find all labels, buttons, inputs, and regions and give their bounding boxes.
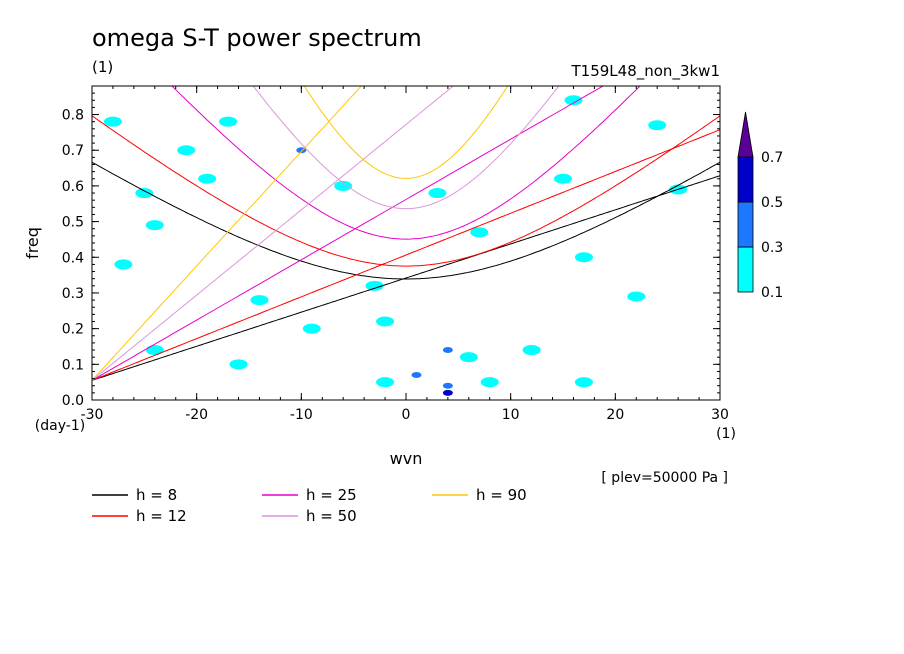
y-tick-label: 0.4 [62, 250, 84, 266]
legend-label: h = 12 [136, 507, 187, 525]
contour-patch [459, 352, 478, 363]
contour-patch [428, 188, 447, 199]
contour-patch [376, 377, 395, 388]
series-line [303, 86, 509, 179]
contour-patch [103, 116, 122, 127]
series-line [92, 86, 455, 381]
contour-patch [250, 295, 269, 306]
y-tick-label: 0.7 [62, 143, 84, 159]
y-tick-label: 0.3 [62, 286, 84, 302]
x-axis-unit: (1) [716, 426, 736, 442]
series-line [92, 129, 720, 381]
y-tick-label: 0.5 [62, 215, 84, 231]
y-axis-label: freq [23, 227, 42, 259]
x-tick-label: 20 [606, 407, 624, 423]
x-tick-label: -30 [81, 407, 104, 423]
contour-patch [376, 316, 395, 327]
shaded-contours [103, 95, 688, 396]
contour-patch [574, 377, 593, 388]
contour-patch [177, 145, 196, 156]
contour-patch [470, 227, 489, 238]
pressure-level-annotation: [ plev=50000 Pa ] [601, 470, 728, 486]
colorbar: 0.1 0.3 0.5 0.7 [737, 111, 783, 301]
contour-patch [554, 173, 572, 184]
series-line [92, 86, 604, 381]
contour-patch [302, 323, 321, 334]
x-tick-label: 30 [711, 407, 729, 423]
contour-patch [145, 345, 164, 356]
contour-patch [648, 120, 667, 131]
series-line [252, 86, 560, 210]
legend-label: h = 8 [136, 486, 177, 504]
contour-patch [145, 220, 164, 231]
legend-label: h = 90 [476, 486, 527, 504]
x-tick-label: -20 [185, 407, 208, 423]
colorbar-label: 0.1 [761, 285, 783, 301]
y-tick-label: 0.2 [62, 322, 84, 338]
chart-title: omega S-T power spectrum [92, 24, 422, 52]
contour-patch [365, 280, 384, 291]
legend-label: h = 50 [306, 507, 357, 525]
contour-patch [522, 345, 541, 356]
contour-patch [574, 252, 593, 263]
contour-patch [442, 347, 453, 354]
y-tick-label: 0.8 [62, 108, 84, 124]
contour-patch [334, 180, 353, 191]
colorbar-triangle [737, 111, 754, 158]
colorbar-segment [737, 246, 754, 293]
series-line [92, 115, 720, 267]
series-line [92, 175, 720, 381]
contour-patch [229, 359, 248, 370]
colorbar-segment [737, 201, 754, 248]
run-name: T159L48_non_3kw1 [571, 62, 720, 81]
contour-patch [135, 188, 154, 199]
y-tick-label: 0.6 [62, 179, 84, 195]
contour-patch [198, 173, 217, 184]
contour-patch [411, 372, 422, 379]
y-tick-label: 0.1 [62, 357, 84, 373]
dispersion-curves [92, 86, 720, 381]
contour-patch [442, 382, 453, 389]
contour-patch [564, 95, 583, 106]
y-tick-label: 0.0 [62, 393, 84, 409]
colorbar-label: 0.5 [761, 195, 783, 211]
series-line [92, 86, 362, 381]
contour-patch [219, 116, 238, 127]
colorbar-label: 0.7 [761, 150, 783, 166]
x-axis-label: wvn [390, 449, 423, 468]
legend-label: h = 25 [306, 486, 357, 504]
plot-frame [91, 85, 721, 401]
colorbar-label: 0.3 [761, 240, 783, 256]
contour-patch [480, 377, 499, 388]
x-tick-label: 10 [502, 407, 520, 423]
contour-patch [442, 389, 453, 396]
title-unit: (1) [92, 58, 113, 76]
contour-patch [114, 259, 133, 270]
axes: -30 -20 -10 0 10 20 30 0.0 0.1 0.2 0.3 0.4 0.5 0.6 0.7… [62, 85, 729, 423]
series-line [171, 86, 641, 240]
x-tick-label: -10 [290, 407, 313, 423]
contour-patch [627, 291, 646, 302]
y-axis-unit: (day-1) [35, 418, 85, 434]
colorbar-segment [737, 156, 754, 203]
series-line [92, 161, 720, 280]
x-tick-label: 0 [402, 407, 411, 423]
legend: h = 8 h = 12 h = 25 h = 50 h = 90 [92, 486, 527, 525]
